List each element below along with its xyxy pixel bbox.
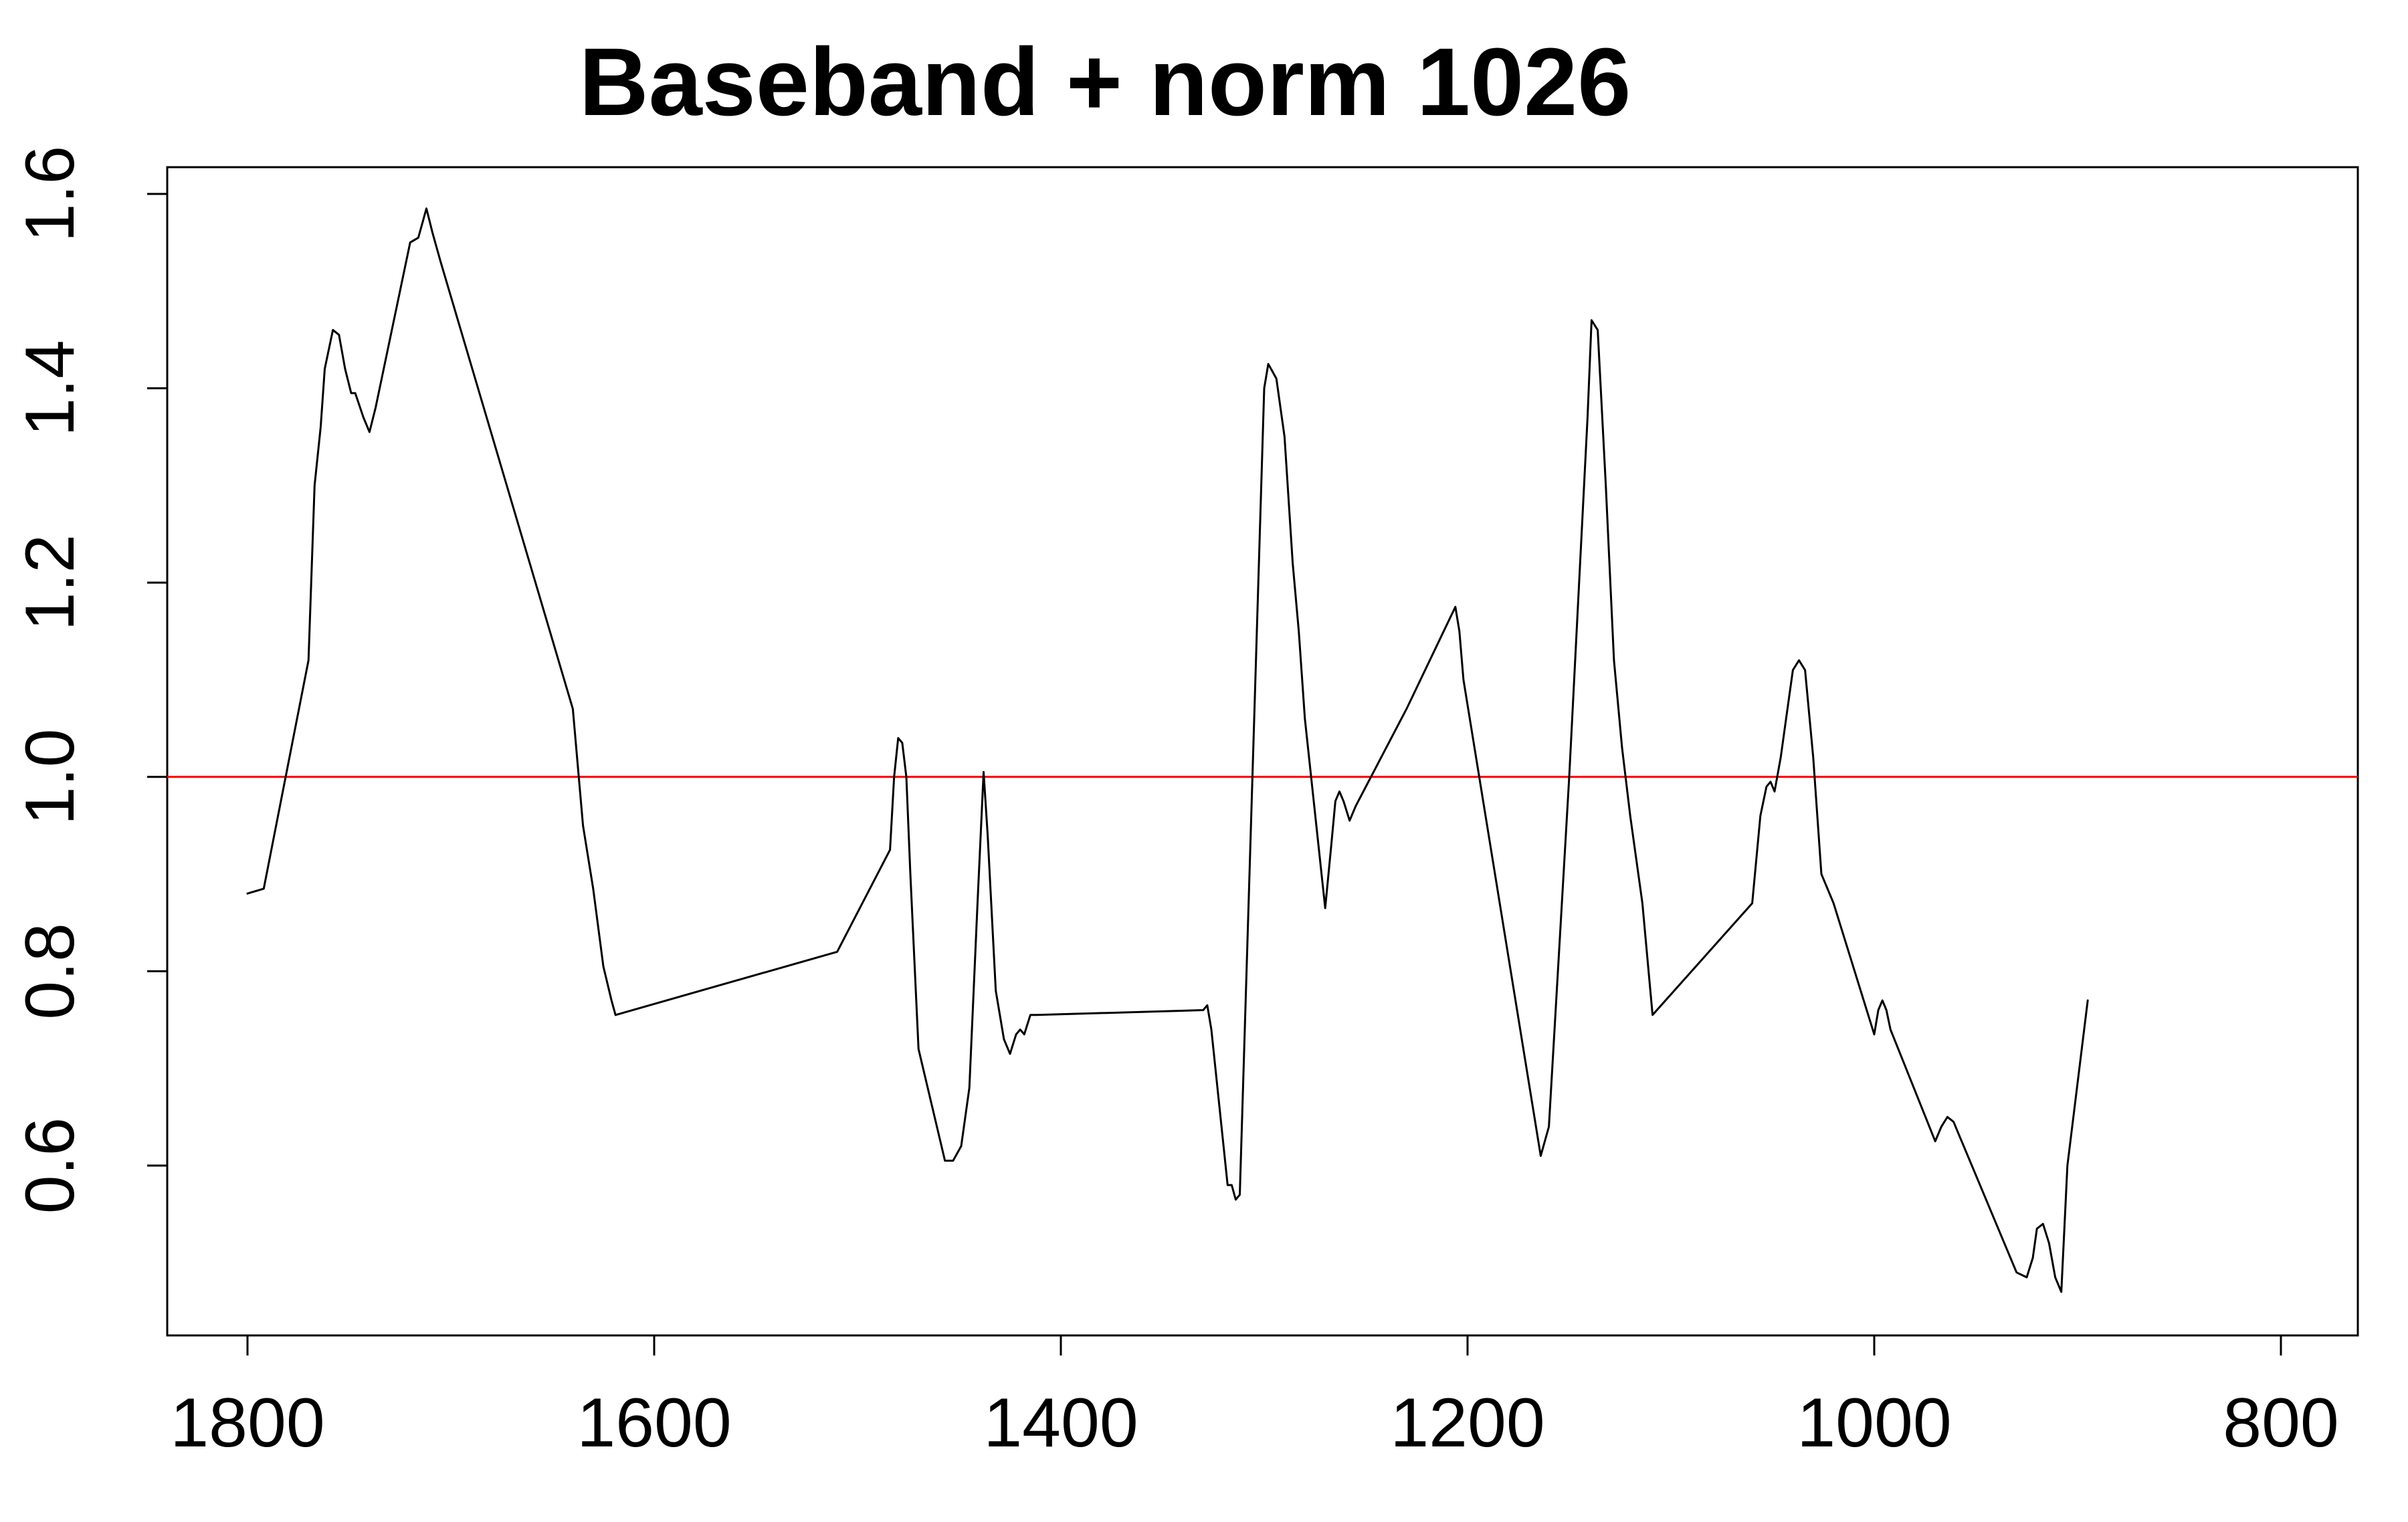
y-tick-label: 1.6 bbox=[11, 146, 89, 243]
series-layer bbox=[246, 207, 2089, 1293]
series-line bbox=[246, 207, 2089, 1293]
plot-frame bbox=[166, 166, 2359, 1337]
x-tick-label: 800 bbox=[2223, 1384, 2339, 1462]
y-tick-label: 1.4 bbox=[11, 340, 89, 437]
x-tick-label: 1800 bbox=[170, 1384, 324, 1462]
y-axis: 0.6 0.8 1.0 1.2 1.4 1.6 bbox=[11, 146, 169, 1214]
y-tick-label: 0.8 bbox=[11, 923, 89, 1020]
x-tick-label: 1200 bbox=[1390, 1384, 1544, 1462]
x-tick-label: 1600 bbox=[577, 1384, 731, 1462]
x-tick-label: 1400 bbox=[983, 1384, 1138, 1462]
x-axis: 1800 1600 1400 1200 1000 800 bbox=[170, 1334, 2339, 1462]
chart-title: Baseband + norm 1026 bbox=[579, 28, 1631, 136]
y-tick-label: 0.6 bbox=[11, 1117, 89, 1214]
x-tick-label: 1000 bbox=[1797, 1384, 1951, 1462]
y-tick-label: 1.0 bbox=[11, 729, 89, 826]
y-tick-label: 1.2 bbox=[11, 534, 89, 631]
